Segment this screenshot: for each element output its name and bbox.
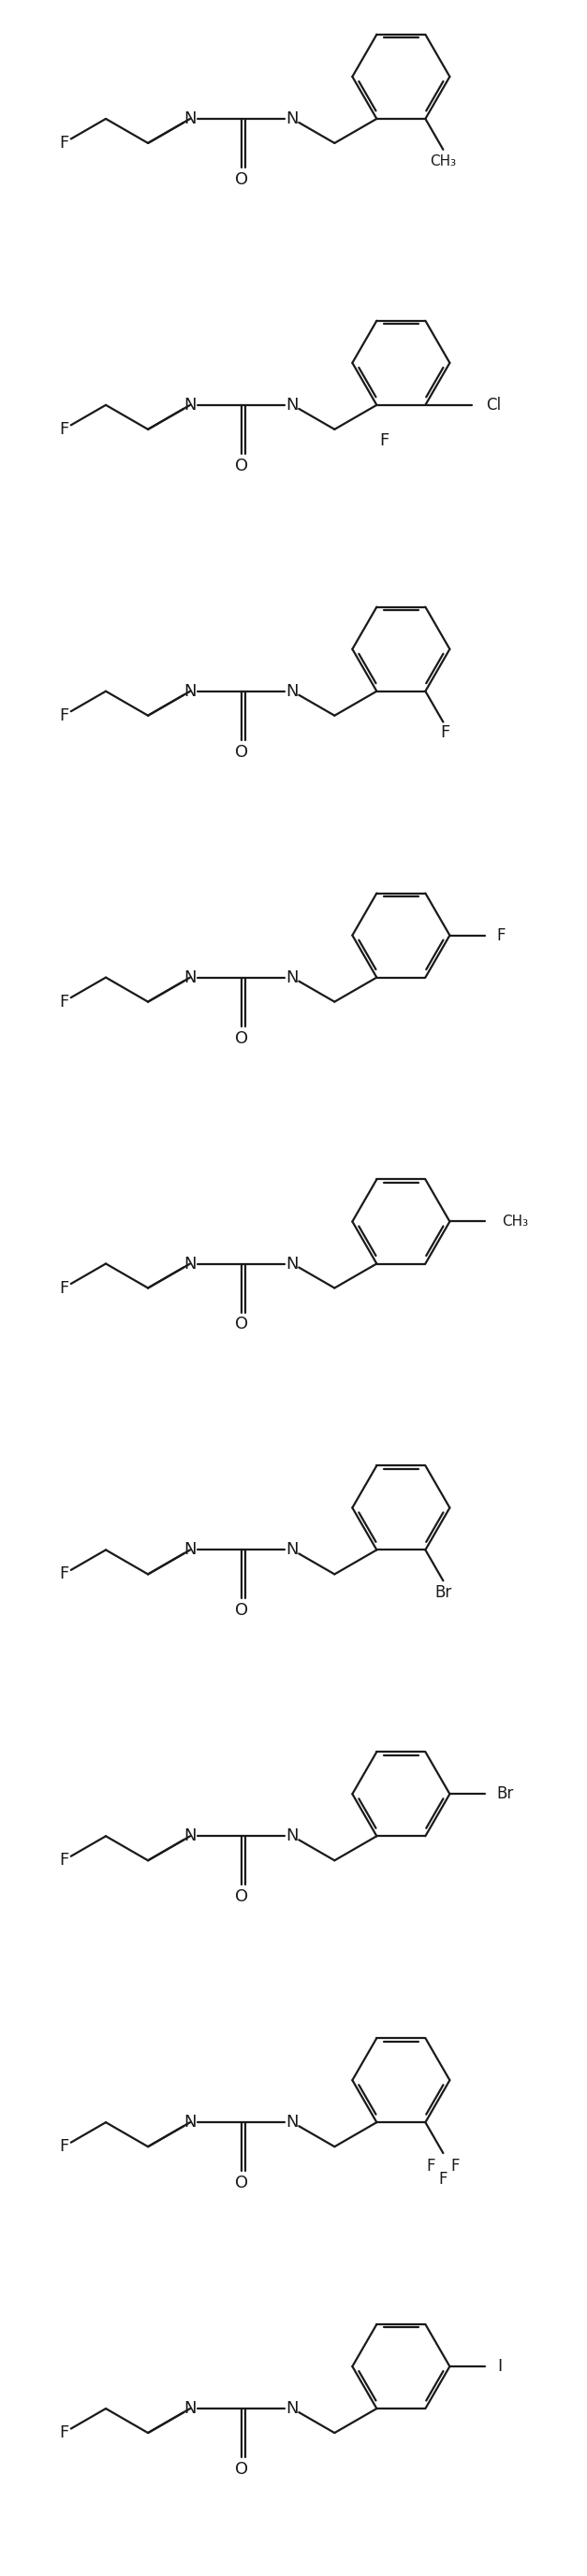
- Text: F: F: [59, 708, 69, 724]
- Text: CH₃: CH₃: [430, 155, 456, 170]
- Text: N: N: [184, 683, 197, 701]
- Text: F: F: [59, 1566, 69, 1582]
- Text: N: N: [184, 1540, 197, 1558]
- Text: N: N: [286, 969, 299, 987]
- Text: O: O: [235, 1316, 248, 1332]
- Text: F: F: [438, 2172, 448, 2187]
- Text: F: F: [59, 2424, 69, 2442]
- Text: F: F: [497, 927, 505, 943]
- Text: F: F: [59, 2138, 69, 2156]
- Text: N: N: [184, 2115, 197, 2130]
- Text: F: F: [59, 1852, 69, 1868]
- Text: F: F: [440, 724, 450, 742]
- Text: O: O: [235, 170, 248, 188]
- Text: O: O: [235, 1030, 248, 1046]
- Text: O: O: [235, 744, 248, 760]
- Text: O: O: [235, 1888, 248, 1906]
- Text: Br: Br: [434, 1584, 452, 1602]
- Text: Br: Br: [497, 1785, 514, 1803]
- Text: Cl: Cl: [485, 397, 501, 412]
- Text: N: N: [184, 397, 197, 412]
- Text: N: N: [184, 2401, 197, 2416]
- Text: N: N: [286, 2115, 299, 2130]
- Text: N: N: [286, 1540, 299, 1558]
- Text: O: O: [235, 2174, 248, 2192]
- Text: F: F: [451, 2159, 460, 2174]
- Text: O: O: [235, 1602, 248, 1620]
- Text: I: I: [497, 2357, 502, 2375]
- Text: N: N: [286, 397, 299, 412]
- Text: F: F: [427, 2159, 436, 2174]
- Text: N: N: [184, 111, 197, 126]
- Text: N: N: [286, 1829, 299, 1844]
- Text: F: F: [379, 433, 389, 448]
- Text: N: N: [286, 111, 299, 126]
- Text: N: N: [286, 1255, 299, 1273]
- Text: N: N: [184, 1255, 197, 1273]
- Text: F: F: [59, 994, 69, 1010]
- Text: F: F: [59, 1280, 69, 1296]
- Text: N: N: [184, 969, 197, 987]
- Text: N: N: [184, 1829, 197, 1844]
- Text: F: F: [59, 420, 69, 438]
- Text: F: F: [59, 134, 69, 152]
- Text: N: N: [286, 683, 299, 701]
- Text: O: O: [235, 459, 248, 474]
- Text: N: N: [286, 2401, 299, 2416]
- Text: O: O: [235, 2460, 248, 2478]
- Text: CH₃: CH₃: [502, 1213, 528, 1229]
